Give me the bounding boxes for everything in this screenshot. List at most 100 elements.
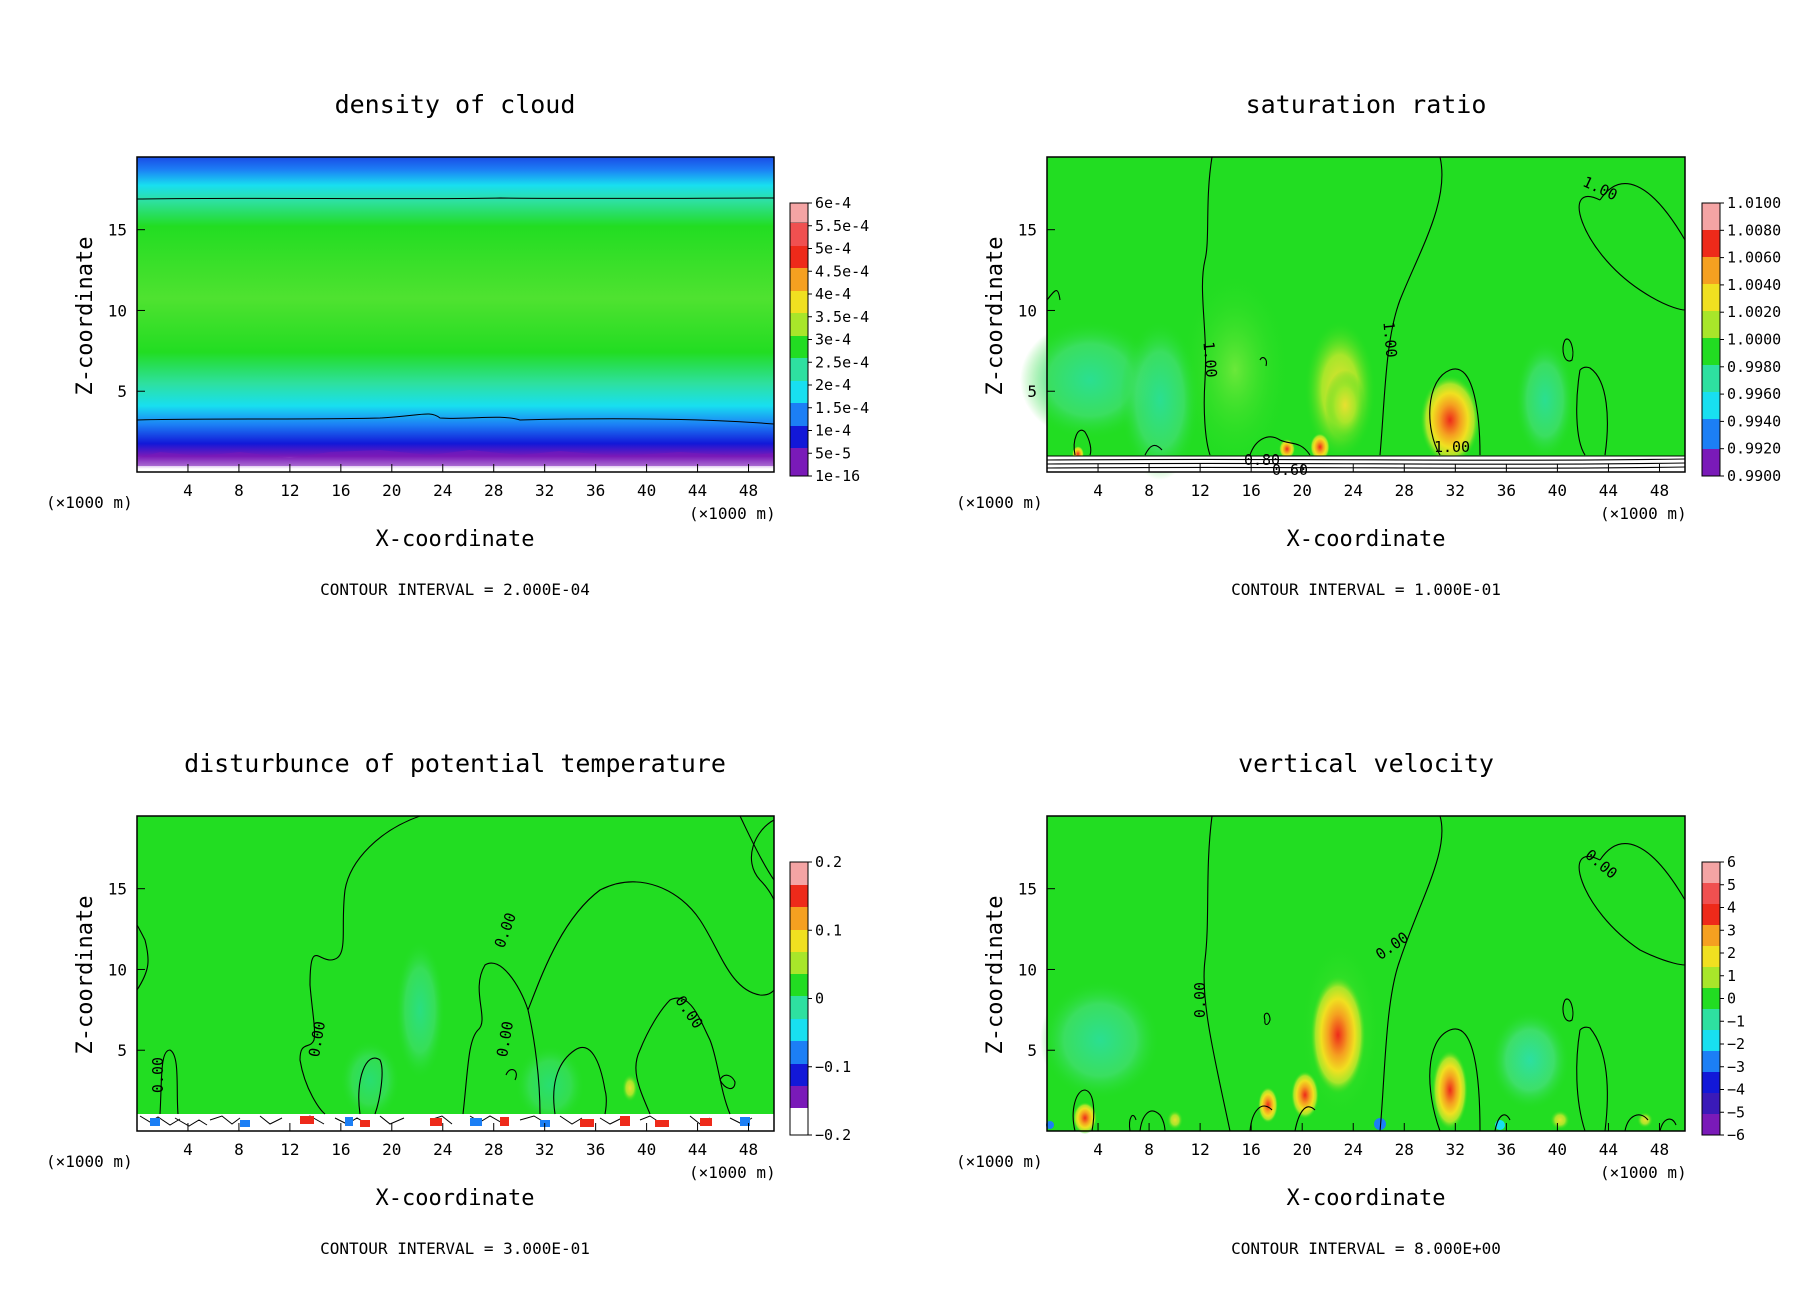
contour-interval: CONTOUR INTERVAL = 1.000E-01 (1231, 580, 1501, 599)
plot-frame (136, 156, 775, 473)
colorbar-tick-label: −4 (1727, 1081, 1745, 1099)
y-tick-label: 15 (1018, 221, 1037, 240)
x-tick-label: 24 (433, 1140, 452, 1159)
x-axis: 4 8 12 16 20 24 28 32 36 40 44 48 (183, 464, 758, 500)
contour-label: 1.00 (1199, 341, 1220, 379)
colorbar (789, 861, 809, 1136)
colorbar (1701, 202, 1721, 477)
colorbar-tick-label: 0.2 (815, 853, 842, 871)
x-tick-label: 44 (1599, 1140, 1618, 1159)
x-axis: 4 8 12 16 20 24 28 32 36 40 44 48 (1093, 464, 1669, 500)
x-unit-right: (×1000 m) (1600, 504, 1687, 523)
x-tick-label: 20 (1293, 481, 1312, 500)
colorbar-labels: 1.0100 1.0080 1.0060 1.0040 1.0020 1.0000 0.99… (1720, 194, 1781, 485)
x-unit-right: (×1000 m) (689, 504, 776, 523)
y-axis-label: Z-coordinate (983, 896, 1008, 1055)
contour-interval: CONTOUR INTERVAL = 8.000E+00 (1231, 1239, 1501, 1258)
colorbar-tick-label: 5e-4 (815, 240, 851, 258)
colorbar-labels: 6 5 4 3 2 1 0 −1 −2 −3 −4 −5 −6 (1720, 853, 1745, 1144)
plot-field-theta (137, 816, 774, 1131)
y-axis: 5 10 15 (1018, 880, 1055, 1060)
y-tick-label: 5 (1027, 1041, 1037, 1060)
colorbar-tick-label: 0.9980 (1727, 358, 1781, 376)
colorbar-tick-label: 1.0000 (1727, 331, 1781, 349)
panel-saturation-ratio: saturation ratio (956, 90, 1781, 599)
x-tick-label: 36 (1497, 481, 1516, 500)
contour-label: 0.80 (1244, 451, 1280, 469)
contour-label: 0.00 (149, 1057, 167, 1093)
x-tick-label: 36 (1497, 1140, 1516, 1159)
colorbar-tick-label: 1 (1727, 967, 1736, 985)
x-tick-label: 20 (382, 481, 401, 500)
y-tick-label: 15 (108, 880, 127, 899)
y-tick-label: 5 (117, 382, 127, 401)
colorbar-tick-label: 2e-4 (815, 376, 851, 394)
x-tick-label: 48 (1650, 1140, 1669, 1159)
x-axis-label: X-coordinate (1287, 1186, 1446, 1211)
colorbar-tick-label: 0.9960 (1727, 385, 1781, 403)
x-unit-left: (×1000 m) (956, 493, 1043, 512)
x-tick-label: 36 (586, 1140, 605, 1159)
colorbar-tick-label: 4.5e-4 (815, 262, 869, 280)
x-axis: 4 8 12 16 20 24 28 32 36 40 44 48 (183, 1123, 758, 1159)
colorbar-tick-label: 1.0020 (1727, 303, 1781, 321)
y-axis: 5 10 15 (108, 221, 145, 401)
colorbar-tick-label: 6e-4 (815, 194, 851, 212)
x-tick-label: 44 (688, 481, 707, 500)
y-axis: 5 10 15 (108, 880, 145, 1060)
x-tick-label: 48 (1650, 481, 1669, 500)
contour-label: 0.00 (493, 1020, 517, 1059)
contour-lines (1072, 815, 1686, 1132)
field-anomalies (137, 940, 774, 1131)
contour-lines (136, 815, 775, 1115)
x-tick-label: 16 (331, 481, 350, 500)
x-axis-label: X-coordinate (376, 1186, 535, 1211)
x-tick-label: 12 (280, 481, 299, 500)
x-tick-label: 4 (183, 1140, 193, 1159)
x-tick-label: 32 (1446, 1140, 1465, 1159)
colorbar-tick-label: −0.2 (815, 1126, 851, 1144)
y-tick-label: 10 (108, 301, 127, 320)
colorbar (1701, 861, 1721, 1136)
colorbar-tick-label: 1.0100 (1727, 194, 1781, 212)
contour-lines (136, 197, 775, 425)
chart-title: disturbunce of potential temperature (184, 749, 726, 778)
panel-vertical-velocity: vertical velocity (956, 749, 1745, 1258)
x-tick-label: 32 (535, 481, 554, 500)
x-tick-label: 12 (1190, 481, 1209, 500)
x-tick-label: 24 (1344, 481, 1363, 500)
colorbar-tick-label: 6 (1727, 853, 1736, 871)
x-unit-right: (×1000 m) (1600, 1163, 1687, 1182)
y-axis-label: Z-coordinate (983, 237, 1008, 396)
plot-field-cloud (137, 157, 774, 472)
x-tick-label: 12 (1190, 1140, 1209, 1159)
x-tick-label: 40 (637, 481, 656, 500)
colorbar-tick-label: −3 (1727, 1058, 1745, 1076)
colorbar-tick-label: 2.5e-4 (815, 353, 869, 371)
x-tick-label: 28 (1395, 1140, 1414, 1159)
x-tick-label: 4 (1093, 481, 1103, 500)
x-tick-label: 24 (1344, 1140, 1363, 1159)
contour-label: 1.00 (1379, 321, 1400, 359)
x-axis: 4 8 12 16 20 24 28 32 36 40 44 48 (1093, 1123, 1669, 1159)
y-axis: 5 10 15 (1018, 221, 1055, 401)
colorbar-tick-label: 3 (1727, 921, 1736, 939)
field-anomalies (1040, 940, 1653, 1134)
x-tick-label: 36 (586, 481, 605, 500)
x-tick-label: 28 (1395, 481, 1414, 500)
x-tick-label: 28 (484, 1140, 503, 1159)
x-tick-label: 40 (1548, 481, 1567, 500)
x-unit-left: (×1000 m) (46, 1152, 133, 1171)
x-tick-label: 24 (433, 481, 452, 500)
x-tick-label: 40 (637, 1140, 656, 1159)
x-tick-label: 8 (234, 481, 244, 500)
x-tick-label: 16 (1242, 481, 1261, 500)
plot-frame (136, 815, 775, 1132)
chart-title: vertical velocity (1238, 749, 1494, 778)
x-tick-label: 48 (739, 1140, 758, 1159)
colorbar-tick-label: 2 (1727, 944, 1736, 962)
x-tick-label: 40 (1548, 1140, 1567, 1159)
y-axis-label: Z-coordinate (73, 896, 98, 1055)
y-tick-label: 5 (117, 1041, 127, 1060)
colorbar-tick-label: 0.9940 (1727, 412, 1781, 430)
